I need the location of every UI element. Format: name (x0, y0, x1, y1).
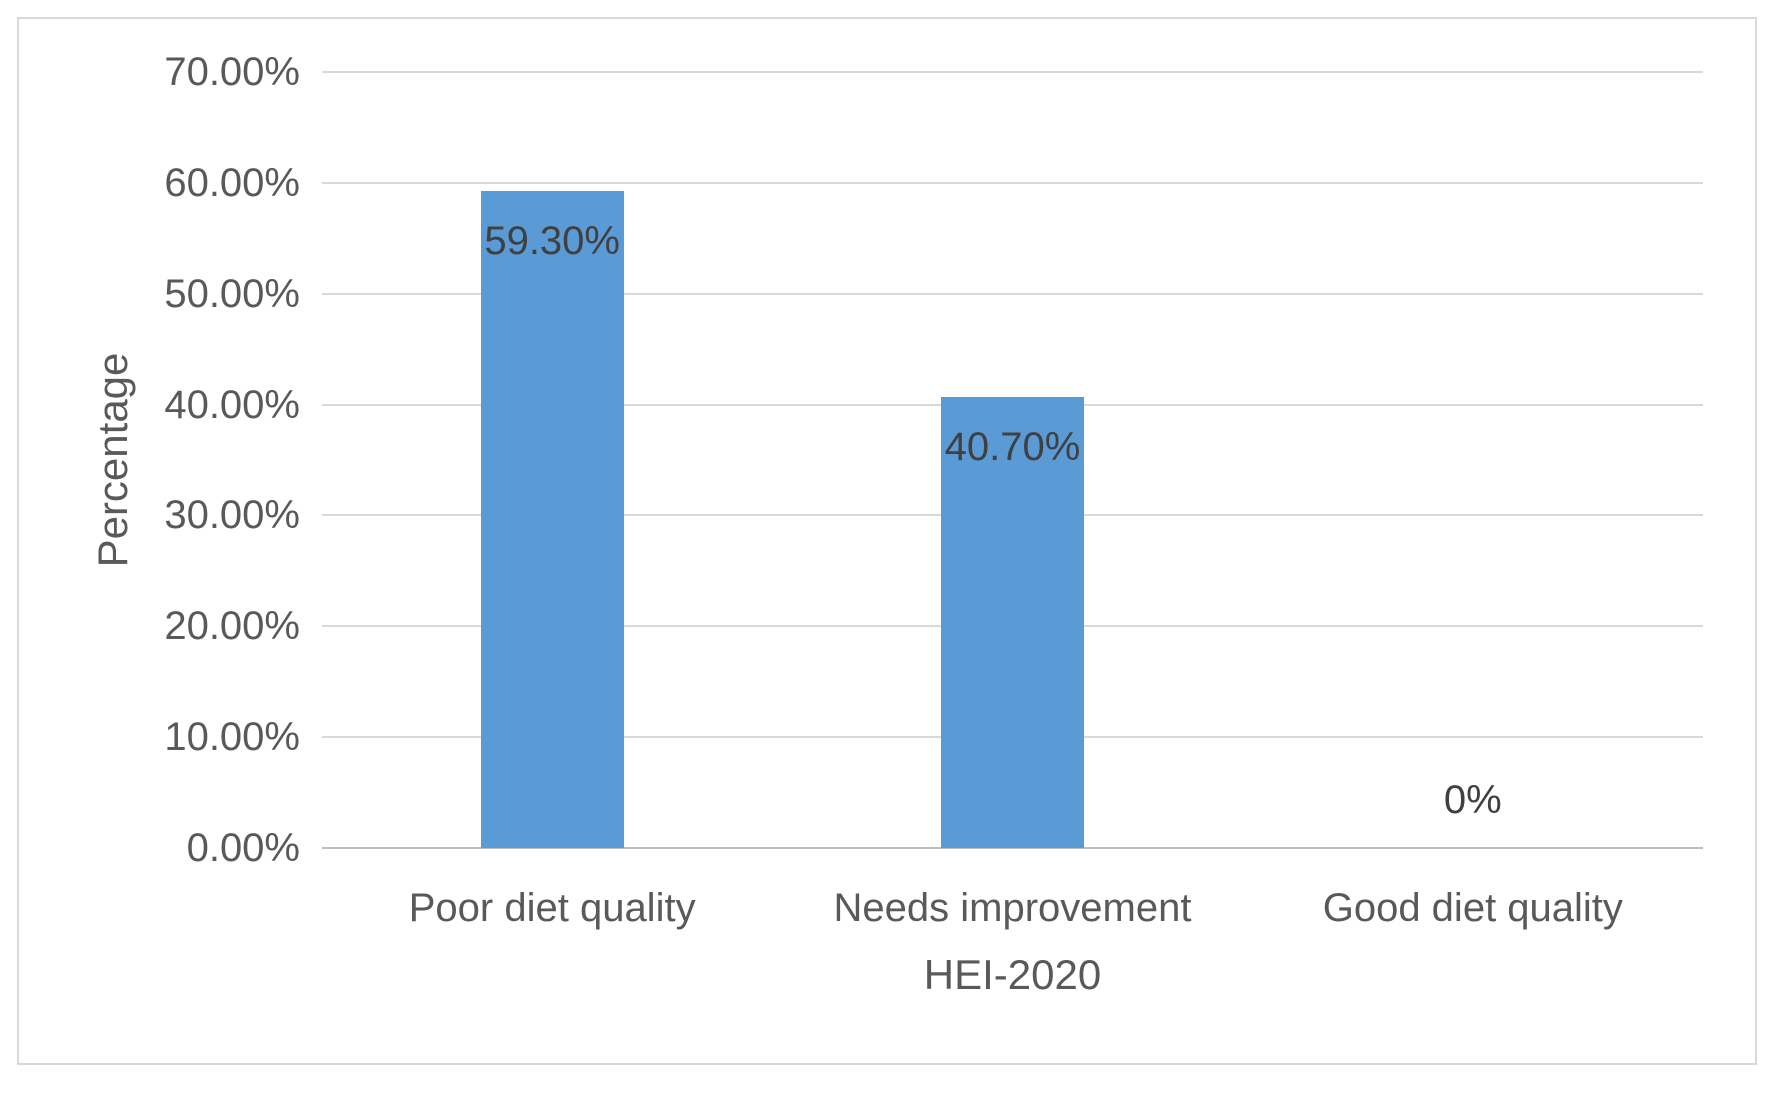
x-category-label-good-diet-quality: Good diet quality (1322, 886, 1623, 930)
x-category-label-needs-improvement: Needs improvement (833, 886, 1192, 930)
y-tick-label: 30.00% (164, 493, 300, 538)
chart-border-frame (17, 17, 1757, 1065)
gridline (322, 71, 1703, 73)
x-axis-title: HEI-2020 (923, 951, 1102, 998)
data-label-good-diet-quality: 0% (1443, 778, 1502, 822)
gridline (322, 181, 1703, 184)
y-tick-label: 50.00% (164, 271, 300, 316)
y-tick-label: 20.00% (164, 604, 300, 649)
y-tick-label: 10.00% (164, 715, 300, 760)
data-label-poor-diet-quality: 59.30% (484, 218, 620, 263)
plot-area: 59.30% 40.70% 0% (322, 71, 1703, 849)
bar-poor-diet-quality (480, 190, 624, 848)
y-tick-label: 40.00% (164, 382, 300, 427)
data-label-needs-improvement: 40.70% (944, 424, 1081, 469)
y-tick-label: 0.00% (186, 826, 300, 870)
y-tick-label: 70.00% (164, 50, 300, 94)
x-category-label-poor-diet-quality: Poor diet quality (408, 886, 696, 930)
y-tick-label: 60.00% (164, 160, 300, 205)
x-axis-line (322, 847, 1703, 849)
bar-needs-improvement (941, 396, 1084, 848)
gridline (322, 292, 1703, 295)
